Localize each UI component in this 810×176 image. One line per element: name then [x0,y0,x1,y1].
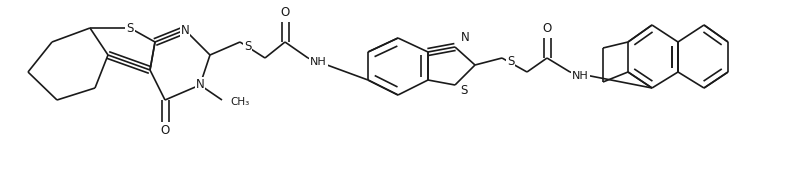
Text: S: S [126,21,134,34]
Text: S: S [244,40,251,53]
Text: S: S [507,55,514,68]
Text: O: O [543,23,552,36]
Text: N: N [196,78,204,92]
Text: NH: NH [310,57,326,67]
Text: NH: NH [572,71,589,81]
Text: N: N [181,24,190,36]
Text: N: N [461,31,470,44]
Text: O: O [280,7,290,20]
Text: S: S [460,83,467,96]
Text: O: O [160,124,169,137]
Text: CH₃: CH₃ [230,97,249,107]
